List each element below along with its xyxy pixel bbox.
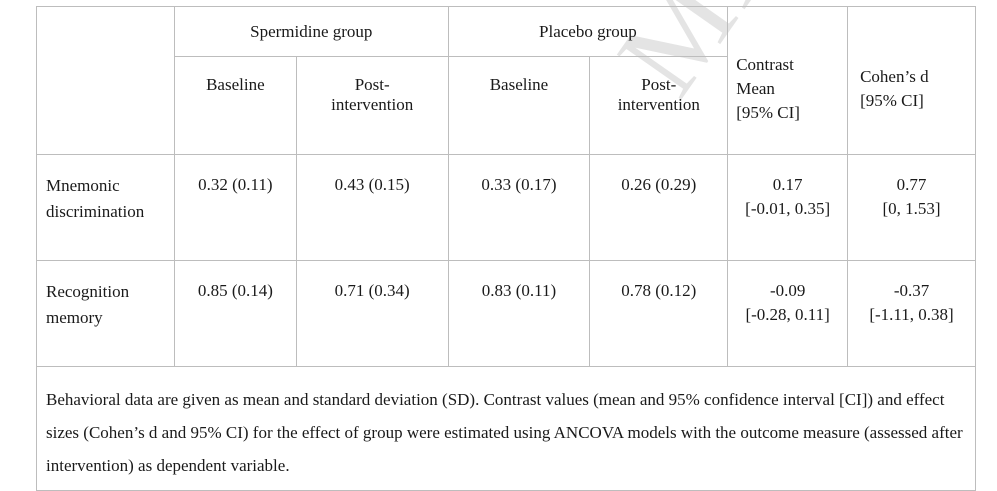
cohen-ci: [-1.11, 0.38] xyxy=(869,305,954,324)
table-row-mnemonic-discrimination: Mnemonic discrimination 0.32 (0.11) 0.43… xyxy=(36,154,976,261)
sp-post-cell: 0.43 (0.15) xyxy=(295,154,449,261)
pl-post-cell: 0.78 (0.12) xyxy=(589,260,729,367)
row-label-line1: Mnemonic xyxy=(46,176,120,195)
contrast-ci: [-0.28, 0.11] xyxy=(745,305,830,324)
sp-post-header-line1: Post- xyxy=(354,75,390,94)
sp-baseline-cell: 0.85 (0.14) xyxy=(173,260,297,367)
corner-cell xyxy=(36,6,175,155)
row-label: Mnemonic discrimination xyxy=(36,154,175,261)
contrast-header-line1: Contrast xyxy=(736,54,794,74)
cohen-header: Cohen’s d [95% CI] xyxy=(847,6,976,155)
placebo-group-header: Placebo group xyxy=(447,6,729,57)
contrast-header: Contrast Mean [95% CI] xyxy=(727,6,849,155)
sp-post-cell: 0.71 (0.34) xyxy=(295,260,449,367)
row-label-line2: memory xyxy=(46,308,103,327)
pl-post-header-line2: intervention xyxy=(617,95,700,114)
cohen-d: 0.77 xyxy=(896,175,927,194)
cohen-ci: [0, 1.53] xyxy=(882,199,941,218)
pl-post-header-line1: Post- xyxy=(641,75,677,94)
cohen-cell: 0.77 [0, 1.53] xyxy=(847,154,976,261)
contrast-header-line2: Mean xyxy=(736,78,775,98)
table-row-recognition-memory: Recognition memory 0.85 (0.14) 0.71 (0.3… xyxy=(36,260,976,367)
sp-post-header: Post- intervention xyxy=(295,56,449,155)
pl-baseline-cell: 0.83 (0.11) xyxy=(447,260,591,367)
footnote-row: Behavioral data are given as mean and st… xyxy=(36,366,976,491)
cohen-d: -0.37 xyxy=(893,281,930,300)
contrast-cell: -0.09 [-0.28, 0.11] xyxy=(727,260,849,367)
contrast-cell: 0.17 [-0.01, 0.35] xyxy=(727,154,849,261)
sp-post-header-line2: intervention xyxy=(331,95,414,114)
pl-post-header: Post- intervention xyxy=(589,56,729,155)
spermidine-group-header: Spermidine group xyxy=(173,6,449,57)
contrast-header-line3: [95% CI] xyxy=(736,102,800,122)
cohen-header-line1: Cohen’s d xyxy=(860,66,929,86)
row-label: Recognition memory xyxy=(36,260,175,367)
contrast-mean: 0.17 xyxy=(772,175,803,194)
pl-post-cell: 0.26 (0.29) xyxy=(589,154,729,261)
results-table: Spermidine group Placebo group Contrast … xyxy=(36,6,976,491)
sp-baseline-cell: 0.32 (0.11) xyxy=(173,154,297,261)
row-label-line2: discrimination xyxy=(46,202,145,221)
contrast-mean: -0.09 xyxy=(769,281,806,300)
row-label-line1: Recognition xyxy=(46,282,130,301)
contrast-ci: [-0.01, 0.35] xyxy=(745,199,831,218)
table-footnote: Behavioral data are given as mean and st… xyxy=(36,366,976,491)
pl-baseline-header: Baseline xyxy=(447,56,591,155)
header-row-timepoints: Baseline Post- intervention Baseline Pos… xyxy=(37,56,976,155)
sp-baseline-header: Baseline xyxy=(173,56,297,155)
cohen-cell: -0.37 [-1.11, 0.38] xyxy=(847,260,976,367)
pl-baseline-cell: 0.33 (0.17) xyxy=(447,154,591,261)
header-row-groups: Spermidine group Placebo group Contrast … xyxy=(36,6,976,155)
cohen-header-line2: [95% CI] xyxy=(860,90,924,110)
